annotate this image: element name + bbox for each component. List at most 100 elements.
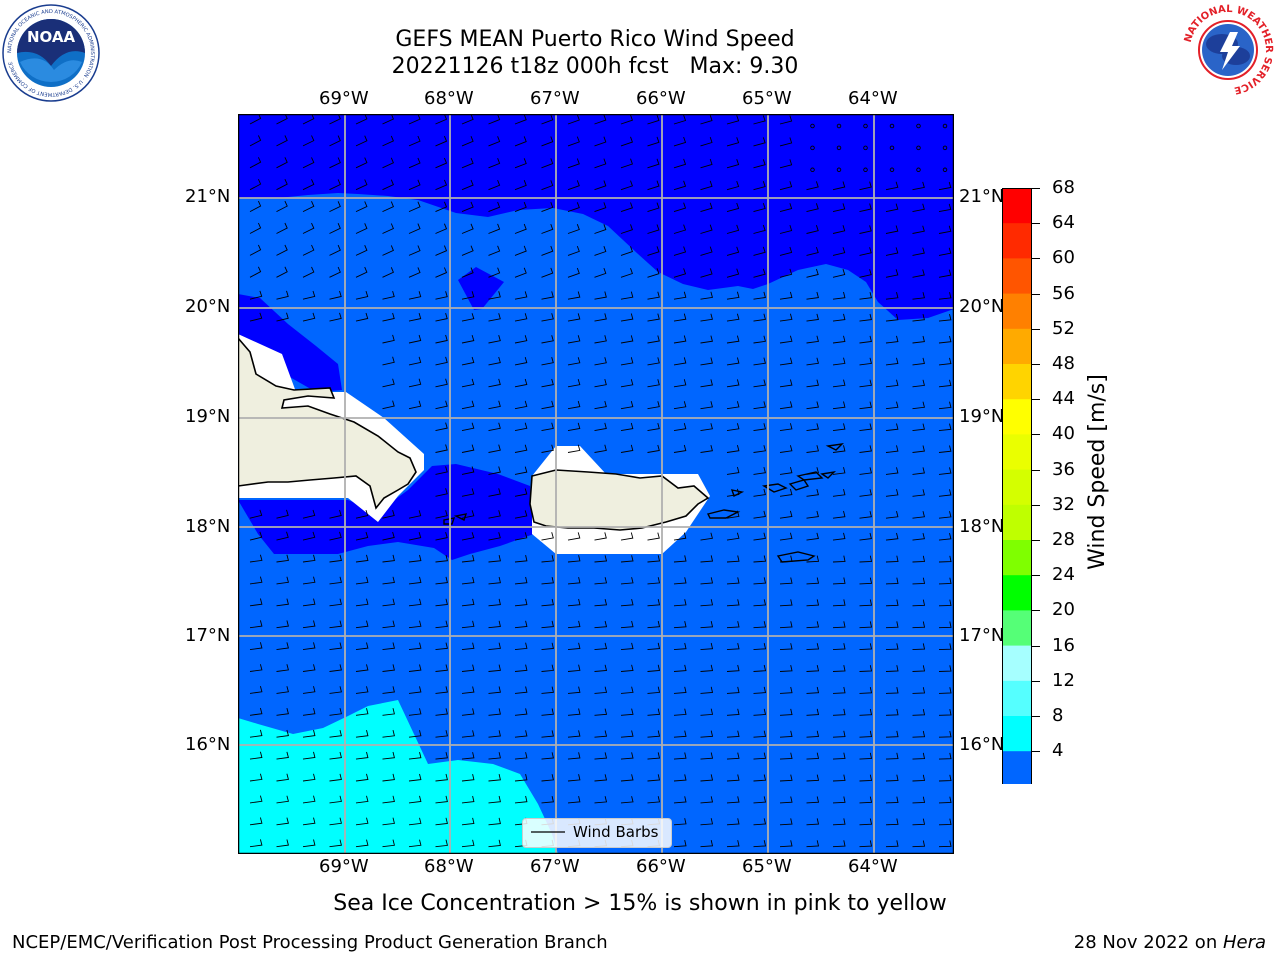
wind-barb [382, 686, 395, 694]
footer-date-text: 28 Nov 2022 on [1073, 932, 1223, 953]
wind-barb [249, 598, 263, 607]
wind-barb [514, 752, 528, 760]
wind-barb [435, 642, 448, 651]
wind-barb [726, 577, 740, 585]
wind-barb [726, 224, 740, 234]
wind-barb [726, 730, 740, 738]
colorbar-tick-label: 56 [1052, 282, 1075, 304]
wind-barb [488, 510, 501, 519]
wind-barb [302, 157, 315, 169]
wind-barb [488, 839, 501, 848]
wind-barb [726, 423, 740, 432]
wind-barb [249, 817, 263, 826]
wind-barb [594, 400, 607, 410]
wind-barb [806, 708, 820, 716]
wind-barb [912, 665, 926, 672]
wind-barb [779, 818, 793, 826]
colorbar-tick-label: 52 [1052, 317, 1075, 339]
wind-barb [832, 445, 846, 453]
colorbar-segment [1002, 540, 1032, 576]
wind-barb [700, 664, 714, 672]
wind-barb [859, 313, 872, 322]
wind-barb [382, 114, 394, 125]
wind-barb [567, 291, 581, 300]
wind-barb [859, 510, 872, 519]
wind-barb [647, 555, 661, 563]
wind-barb [302, 773, 316, 782]
wind-barb [514, 642, 528, 651]
wind-barb [435, 334, 448, 344]
wind-barb [726, 752, 740, 760]
wind-barb [673, 577, 687, 585]
wind-barb [620, 422, 634, 432]
wind-barb [700, 577, 714, 585]
lon-label-top-69w: 69°W [319, 88, 369, 109]
wind-barb [726, 291, 740, 300]
wind-barb [276, 729, 289, 738]
wind-barb [726, 379, 740, 388]
wind-barb [832, 532, 846, 541]
wind-barb [435, 839, 448, 848]
colorbar-segment [1002, 680, 1032, 717]
wind-barb [435, 356, 448, 366]
wind-barb [276, 751, 289, 760]
wind-barb [647, 379, 660, 388]
wind-barb [329, 179, 341, 191]
wind-barb [700, 202, 713, 213]
wind-barb [355, 576, 369, 585]
wind-barb [594, 291, 607, 300]
wind-barb [647, 422, 660, 432]
wind-barb [355, 201, 368, 213]
wind-barb [647, 136, 660, 147]
wind-barb [567, 752, 581, 760]
wind-barb [408, 817, 422, 826]
wind-barb [488, 114, 501, 125]
wind-barb [329, 244, 341, 256]
wind-barb [938, 247, 952, 256]
wind-barb [647, 335, 660, 344]
wind-barb [541, 291, 554, 300]
wind-barb [753, 621, 767, 629]
wind-barb [673, 599, 687, 607]
wind-barb [249, 664, 263, 672]
wind-barb [806, 423, 819, 432]
wind-barb [514, 223, 527, 234]
wind-barb [938, 752, 952, 760]
wind-barb [700, 708, 714, 716]
wind-barb [355, 554, 369, 563]
wind-barb [355, 157, 368, 169]
legend-label: Wind Barbs [573, 823, 659, 841]
wind-barb [594, 246, 607, 256]
wind-barb [938, 203, 952, 213]
wind-barb [779, 708, 793, 716]
calm-wind-marker [863, 167, 868, 173]
wind-barb [435, 708, 448, 716]
graticule [238, 114, 954, 854]
wind-barb [647, 577, 661, 585]
wind-barb [408, 245, 421, 256]
wind-barb [620, 620, 634, 629]
wind-barb [806, 203, 819, 213]
calm-wind-marker [836, 145, 842, 151]
wind-barb [938, 467, 952, 475]
wind-barb [832, 335, 846, 344]
wind-barb [885, 555, 899, 563]
colorbar-tick-label: 16 [1052, 634, 1075, 656]
wind-barb [912, 357, 925, 366]
wind-barb [912, 401, 925, 410]
wind-barb [461, 642, 475, 651]
wind-barb [753, 686, 767, 694]
wind-barb [673, 246, 687, 256]
wind-barb [647, 598, 661, 607]
wind-barb [302, 179, 315, 191]
wind-barb [859, 423, 872, 432]
wind-barb [753, 532, 766, 541]
wind-barb [673, 839, 687, 848]
wind-barb [938, 379, 952, 388]
wind-barb [514, 245, 527, 256]
wind-barb [938, 730, 952, 738]
wind-barb [700, 818, 714, 826]
wind-barb [779, 840, 793, 848]
wind-barb [832, 840, 846, 848]
nws-logo: NATIONAL WEATHER SERVICE [1180, 2, 1276, 98]
